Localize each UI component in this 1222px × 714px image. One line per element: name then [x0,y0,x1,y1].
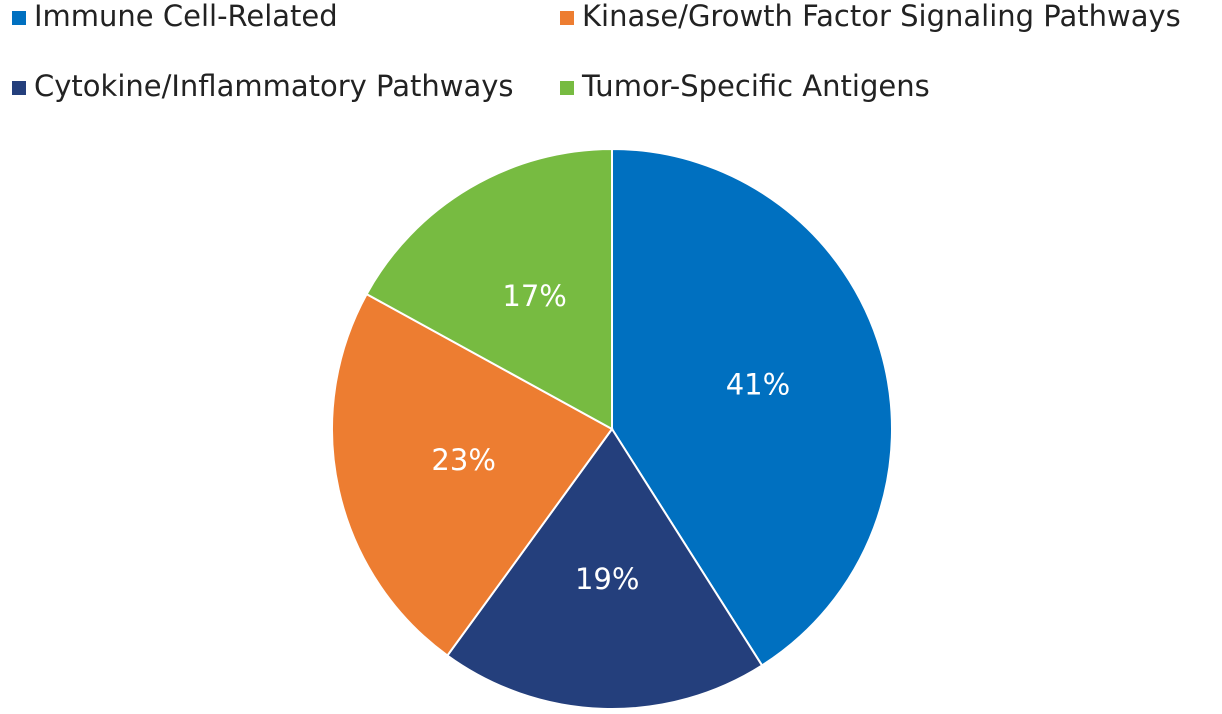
legend-marker [12,81,26,95]
legend-label: Cytokine/Inflammatory Pathways [34,69,514,103]
legend-marker [560,81,574,95]
pie-slice [611,147,893,667]
pie-slice [446,427,764,710]
pie-slice [365,147,613,431]
legend-marker [12,11,26,25]
slice-label: 23% [431,443,495,477]
legend-label: Immune Cell-Related [34,0,338,33]
legend-marker [560,11,574,25]
slice-label: 17% [502,279,566,313]
pie-slice [331,292,614,657]
legend-label: Kinase/Growth Factor Signaling Pathways [582,0,1181,33]
slice-label: 19% [575,562,639,596]
slice-label: 41% [726,368,790,402]
legend-label: Tumor-Specific Antigens [581,69,930,103]
